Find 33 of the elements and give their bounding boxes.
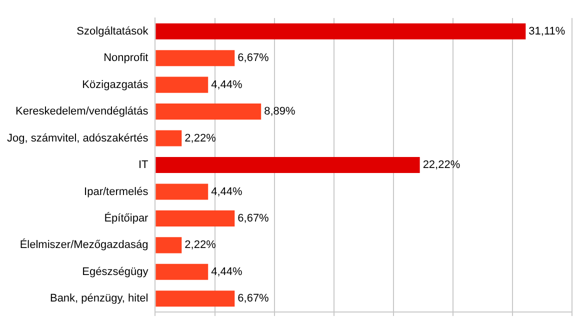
data-label: 2,22%	[184, 132, 216, 144]
data-label: 2,22%	[184, 239, 216, 252]
y-tick-label: Közigazgatás	[82, 78, 149, 91]
y-tick-label: Ipar/termelés	[84, 186, 149, 198]
y-tick-label: Építőipar	[104, 211, 149, 224]
bar	[156, 130, 182, 146]
y-tick-label: Bank, pénzügy, hitel	[50, 292, 148, 305]
data-label: 4,44%	[211, 78, 243, 91]
bar	[156, 50, 235, 66]
bar	[156, 156, 420, 174]
y-tick-label: Jog, számvitel, adószakértés	[6, 132, 149, 144]
bar	[156, 237, 182, 254]
data-label: 22,22%	[422, 159, 460, 172]
bar	[156, 290, 235, 307]
bar	[156, 264, 208, 280]
bar	[156, 23, 526, 40]
y-tick-label: Nonprofit	[104, 52, 148, 64]
data-label: 8,89%	[264, 106, 296, 118]
data-label: 6,67%	[238, 212, 270, 224]
bar	[156, 76, 208, 93]
data-label: 6,67%	[238, 292, 270, 305]
bar	[156, 104, 262, 120]
y-tick-label: Szolgáltatások	[76, 25, 149, 38]
data-label: 6,67%	[238, 52, 270, 64]
data-label: 4,44%	[211, 186, 243, 198]
bar	[156, 210, 235, 226]
y-tick-label: Kereskedelem/vendéglátás	[16, 106, 149, 118]
y-tick-label: Élelmiszer/Mezőgazdaság	[20, 238, 148, 252]
data-label: 31,11%	[528, 25, 566, 38]
bar	[156, 184, 208, 200]
y-tick-label: Egészségügy	[82, 266, 149, 278]
y-tick-label: IT	[138, 159, 148, 172]
data-label: 4,44%	[211, 266, 243, 278]
